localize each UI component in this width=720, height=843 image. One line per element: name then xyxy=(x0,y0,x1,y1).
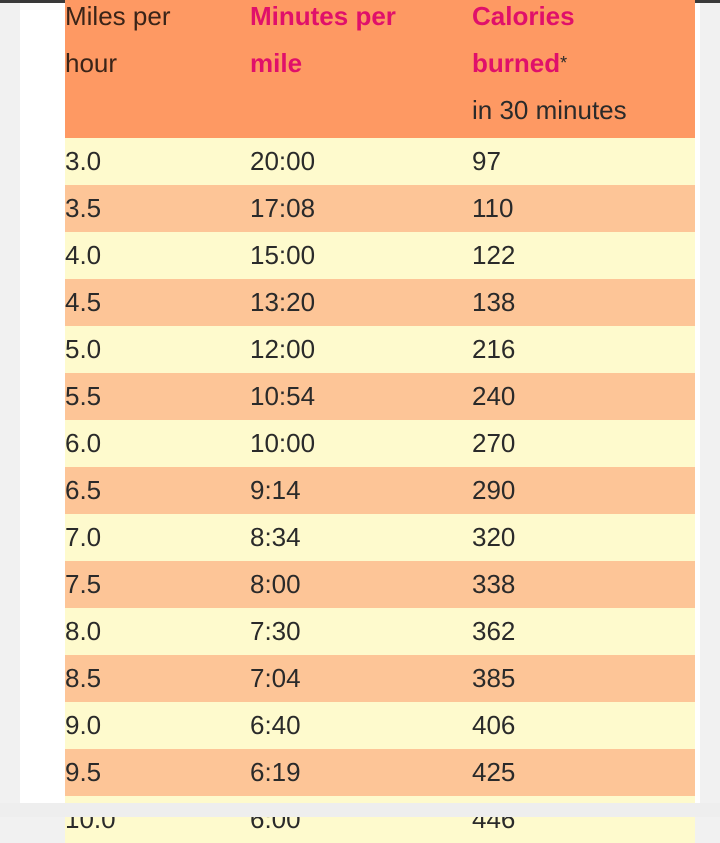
cell-pace: 7:30 xyxy=(250,616,301,646)
cell-mph: 3.0 xyxy=(65,146,102,176)
header-minutes-per-mile: Minutes per mile xyxy=(250,0,472,138)
cell-mph: 3.5 xyxy=(65,193,102,223)
cell-pace: 17:08 xyxy=(250,193,316,223)
cell-pace: 6:19 xyxy=(250,757,301,787)
cell-mph: 9.5 xyxy=(65,757,102,787)
table-row: 7.0 8:34 320 xyxy=(65,514,695,561)
cell-calories: 320 xyxy=(472,522,516,552)
cell-calories: 110 xyxy=(472,193,514,223)
cell-calories: 270 xyxy=(472,428,516,458)
cell-calories: 216 xyxy=(472,334,516,364)
table-row: 5.0 12:00 216 xyxy=(65,326,695,373)
cell-mph: 4.0 xyxy=(65,240,102,270)
cell-pace: 9:14 xyxy=(250,475,301,505)
cell-pace: 10:00 xyxy=(250,428,316,458)
table-row: 8.5 7:04 385 xyxy=(65,655,695,702)
table-row: 9.5 6:19 425 xyxy=(65,749,695,796)
header-text: hour xyxy=(65,48,118,78)
header-text: Miles per xyxy=(65,1,171,31)
table-row: 4.5 13:20 138 xyxy=(65,279,695,326)
table-body: 3.0 20:00 97 3.5 17:08 110 4.0 15:00 122 4.5 13:20… xyxy=(65,138,695,843)
table-row: 3.0 20:00 97 xyxy=(65,138,695,185)
cell-mph: 6.0 xyxy=(65,428,102,458)
header-subtext: in 30 minutes xyxy=(472,95,627,125)
footnote-asterisk: * xyxy=(560,53,568,73)
cell-pace: 8:34 xyxy=(250,522,301,552)
cell-pace: 12:00 xyxy=(250,334,316,364)
top-bar xyxy=(0,0,720,3)
header-text: mile xyxy=(250,48,303,78)
table-row: 6.5 9:14 290 xyxy=(65,467,695,514)
table-row: 9.0 6:40 406 xyxy=(65,702,695,749)
cell-pace: 8:00 xyxy=(250,569,301,599)
cell-mph: 5.0 xyxy=(65,334,102,364)
table-row: 3.5 17:08 110 xyxy=(65,185,695,232)
page: Miles per hour Minutes per mile Calories bu… xyxy=(20,0,700,843)
table-row: 5.5 10:54 240 xyxy=(65,373,695,420)
header-miles-per-hour: Miles per hour xyxy=(65,0,250,138)
cell-pace: 10:54 xyxy=(250,381,316,411)
cell-mph: 9.0 xyxy=(65,710,102,740)
header-calories-burned: Calories burned* in 30 minutes xyxy=(472,0,695,138)
cell-calories: 122 xyxy=(472,240,516,270)
table-row: 7.5 8:00 338 xyxy=(65,561,695,608)
cell-mph: 4.5 xyxy=(65,287,102,317)
cell-calories: 425 xyxy=(472,757,516,787)
table-row: 6.0 10:00 270 xyxy=(65,420,695,467)
cell-mph: 7.0 xyxy=(65,522,102,552)
table-header-row: Miles per hour Minutes per mile Calories bu… xyxy=(65,0,695,138)
cell-calories: 97 xyxy=(472,146,501,176)
cell-calories: 362 xyxy=(472,616,516,646)
cell-mph: 8.5 xyxy=(65,663,102,693)
cell-calories: 240 xyxy=(472,381,516,411)
header-text: Minutes per xyxy=(250,1,396,31)
cell-mph: 5.5 xyxy=(65,381,102,411)
cell-pace: 15:00 xyxy=(250,240,316,270)
bottom-bar xyxy=(0,803,720,817)
cell-pace: 6:40 xyxy=(250,710,301,740)
cell-calories: 406 xyxy=(472,710,516,740)
cell-calories: 338 xyxy=(472,569,516,599)
cell-mph: 7.5 xyxy=(65,569,102,599)
table-row: 8.0 7:30 362 xyxy=(65,608,695,655)
cell-pace: 7:04 xyxy=(250,663,301,693)
cell-calories: 385 xyxy=(472,663,516,693)
cell-pace: 13:20 xyxy=(250,287,316,317)
cell-calories: 138 xyxy=(472,287,516,317)
header-text: burned xyxy=(472,48,561,78)
cell-mph: 6.5 xyxy=(65,475,102,505)
pace-calories-table: Miles per hour Minutes per mile Calories bu… xyxy=(65,0,695,843)
cell-calories: 290 xyxy=(472,475,516,505)
header-text: Calories xyxy=(472,1,575,31)
cell-pace: 20:00 xyxy=(250,146,316,176)
table-row: 4.0 15:00 122 xyxy=(65,232,695,279)
cell-mph: 8.0 xyxy=(65,616,102,646)
